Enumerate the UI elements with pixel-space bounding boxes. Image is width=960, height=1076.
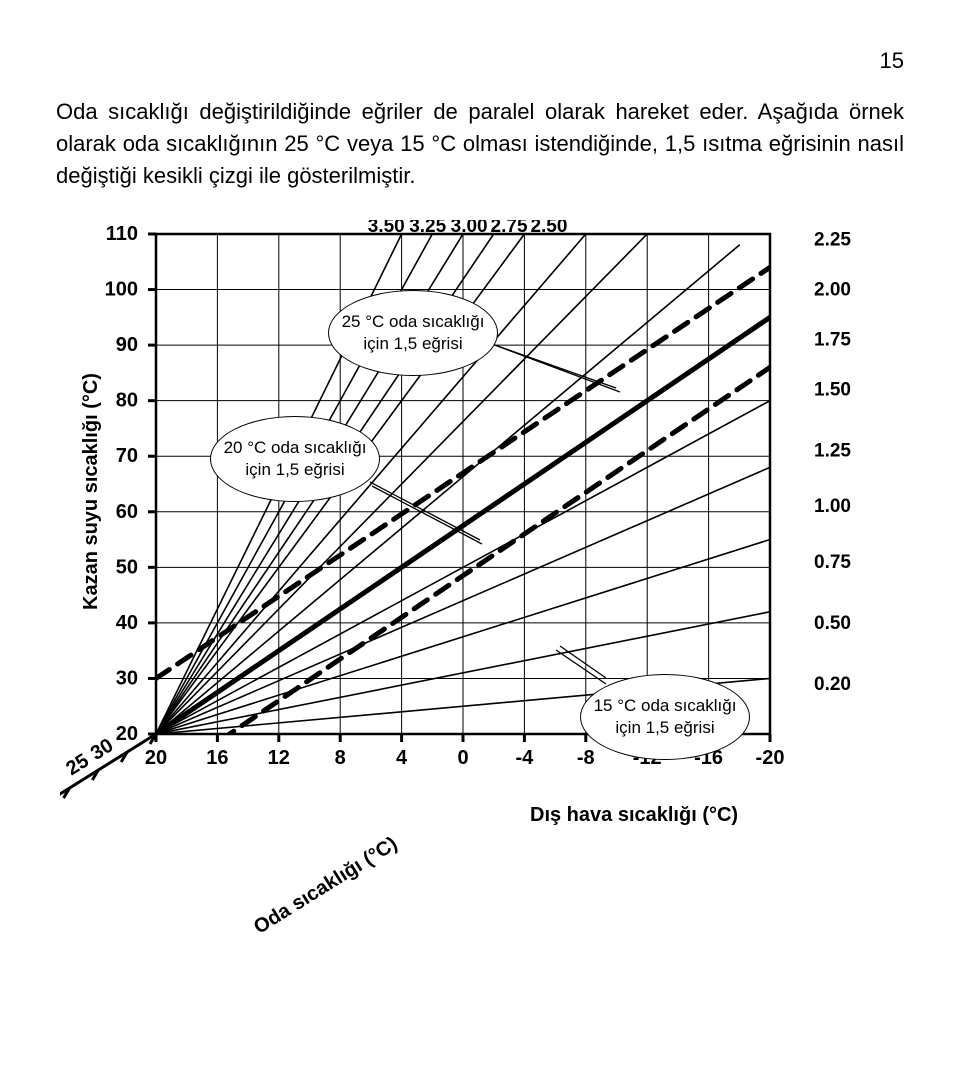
y-axis-label: Kazan suyu sıcaklığı (°C): [80, 373, 103, 610]
svg-text:1.50: 1.50: [814, 379, 851, 400]
svg-text:20: 20: [145, 747, 167, 769]
svg-text:0: 0: [457, 747, 468, 769]
svg-text:0.75: 0.75: [814, 551, 851, 572]
callout-15c: 15 °C oda sıcaklığı için 1,5 eğrisi: [580, 674, 750, 760]
svg-text:20: 20: [116, 723, 138, 745]
svg-text:3.00: 3.00: [451, 220, 488, 237]
svg-text:-4: -4: [516, 747, 535, 769]
svg-text:1.00: 1.00: [814, 496, 851, 517]
svg-text:-20: -20: [756, 747, 785, 769]
svg-text:2.25: 2.25: [814, 229, 851, 250]
svg-text:30: 30: [116, 667, 138, 689]
svg-text:2.75: 2.75: [491, 220, 528, 237]
svg-text:3.50: 3.50: [368, 220, 405, 237]
svg-text:16: 16: [206, 747, 228, 769]
svg-text:4: 4: [396, 747, 408, 769]
svg-text:110: 110: [106, 223, 138, 245]
intro-paragraph: Oda sıcaklığı değiştirildiğinde eğriler …: [56, 96, 904, 192]
callout-20c: 20 °C oda sıcaklığı için 1,5 eğrisi: [210, 416, 380, 502]
svg-text:40: 40: [116, 612, 138, 634]
svg-text:1.25: 1.25: [814, 440, 851, 461]
x-axis-label: Dış hava sıcaklığı (°C): [530, 804, 738, 827]
svg-text:12: 12: [268, 747, 290, 769]
svg-text:0.20: 0.20: [814, 674, 851, 695]
svg-text:90: 90: [116, 334, 138, 356]
heating-curve-chart: 1101009080706050403020201612840-4-8-12-1…: [60, 220, 900, 1000]
svg-text:70: 70: [116, 445, 138, 467]
svg-text:100: 100: [105, 278, 138, 300]
svg-text:8: 8: [335, 747, 346, 769]
callout-25c: 25 °C oda sıcaklığı için 1,5 eğrisi: [328, 290, 498, 376]
svg-text:-8: -8: [577, 747, 595, 769]
svg-text:1.75: 1.75: [814, 329, 851, 350]
svg-text:2.00: 2.00: [814, 279, 851, 300]
svg-text:80: 80: [116, 389, 138, 411]
svg-text:0.50: 0.50: [814, 613, 851, 634]
page-number: 15: [56, 48, 904, 74]
svg-text:3.25: 3.25: [409, 220, 446, 237]
svg-text:60: 60: [116, 500, 138, 522]
svg-text:50: 50: [116, 556, 138, 578]
svg-text:2.50: 2.50: [530, 220, 567, 237]
